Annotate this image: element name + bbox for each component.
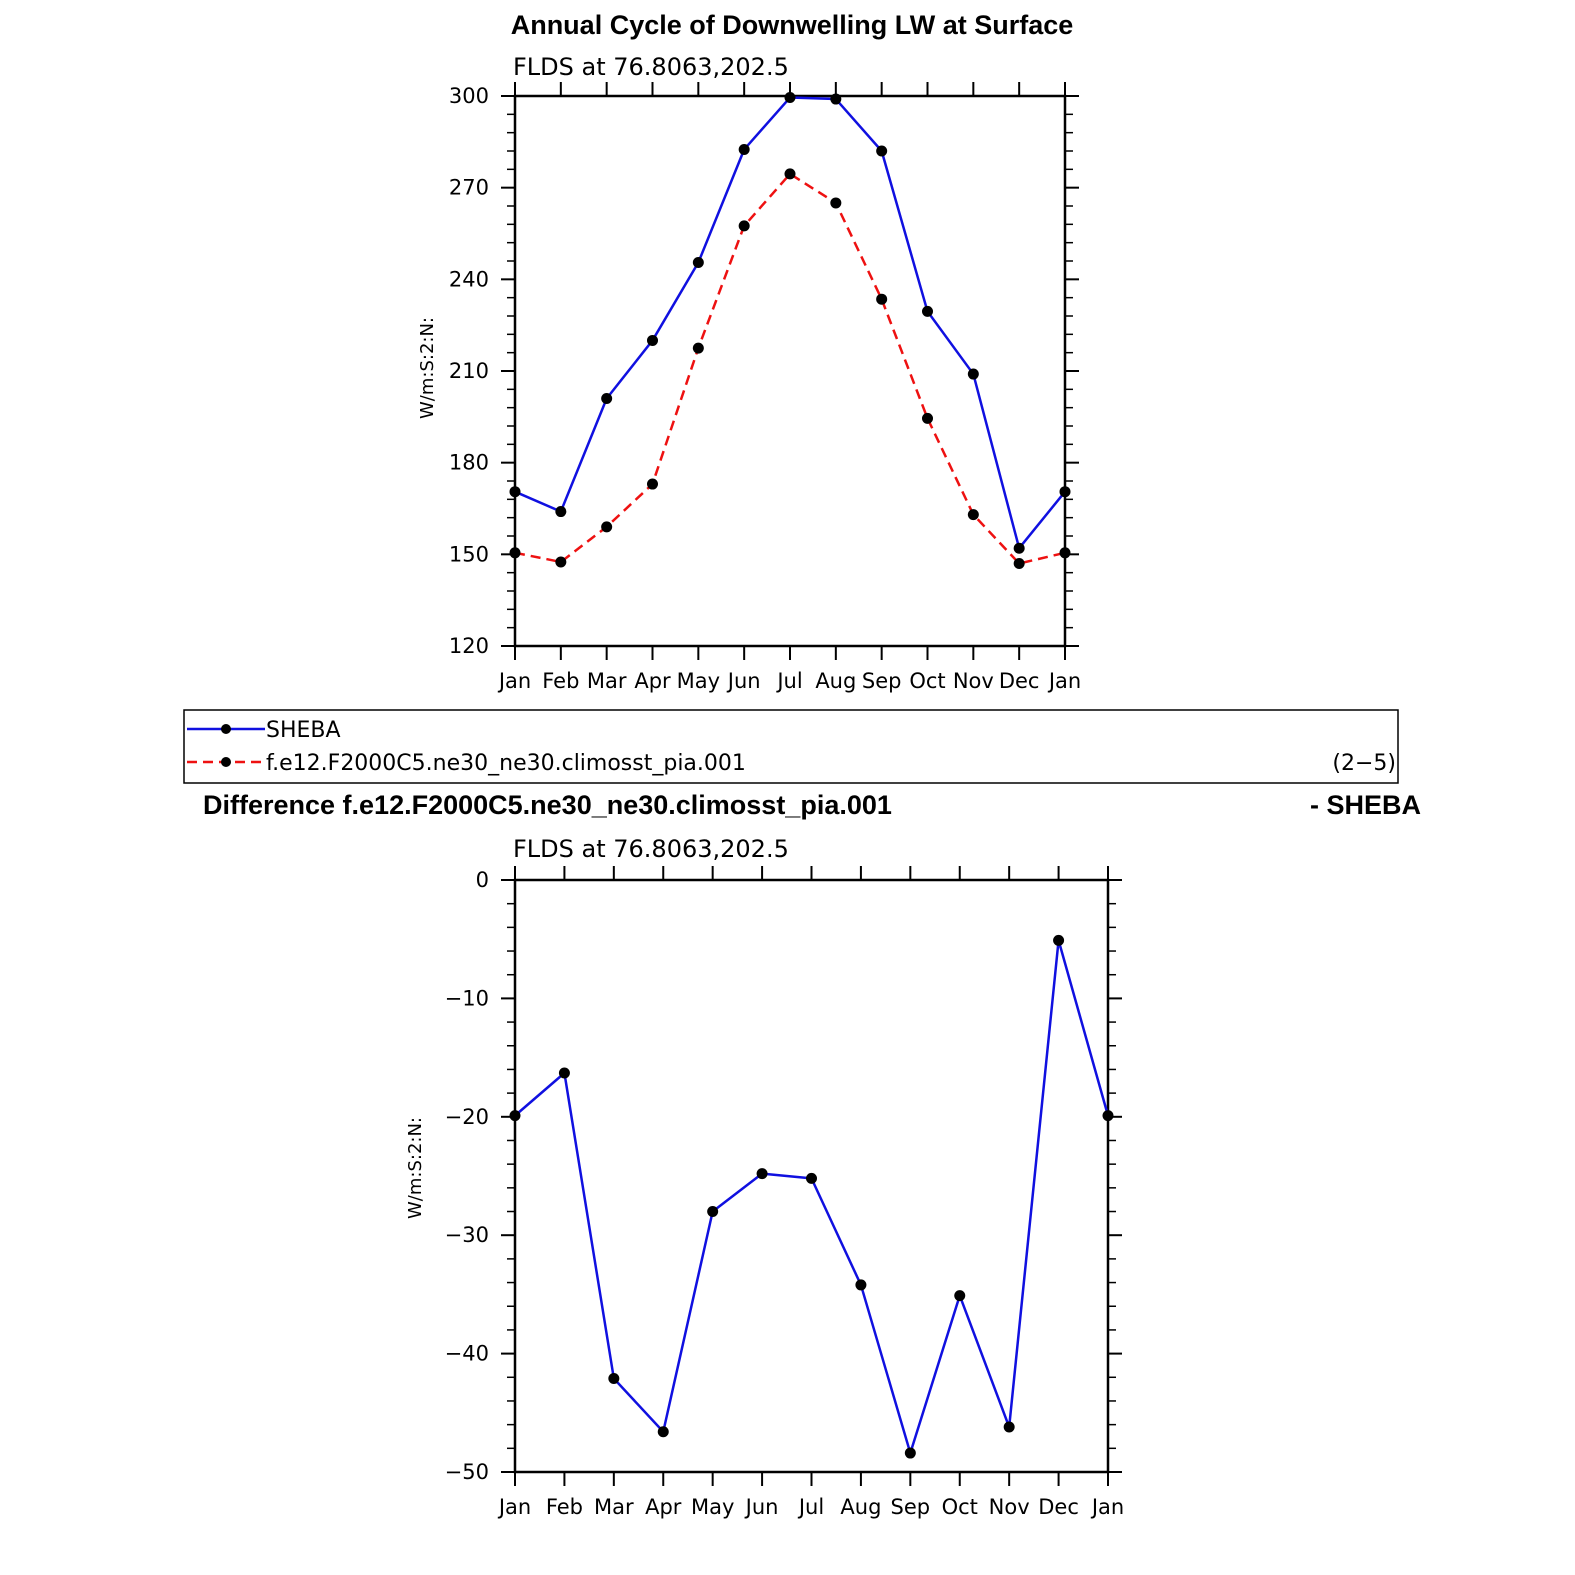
top-x-tick-label: Aug: [815, 669, 856, 693]
top-data-point: [922, 412, 933, 424]
top-plot-area: Jan Feb Mar Apr May Jun Jul Aug Sep Oct Nov Dec Jan 1…: [449, 82, 1081, 693]
top-data-point: [647, 334, 658, 346]
bottom-data-point: [1003, 1421, 1015, 1433]
top-y-tick-label: 180: [449, 451, 489, 475]
bottom-y-tick-label: −10: [445, 986, 489, 1010]
bottom-chart-title: Difference f.e12.F2000C5.ne30_ne30.climo…: [203, 790, 892, 820]
top-data-point: [692, 257, 704, 269]
bottom-x-tick-label: Nov: [989, 1495, 1030, 1519]
top-data-point: [1013, 558, 1025, 569]
top-x-tick-label: Feb: [542, 669, 579, 693]
top-y-tick-label: 240: [449, 267, 489, 291]
bottom-x-tick-label: Jul: [797, 1495, 824, 1519]
bottom-y-tick-label: −40: [445, 1342, 489, 1366]
top-data-point: [509, 547, 521, 559]
bottom-chart-title-suffix: - SHEBA: [1310, 790, 1421, 820]
bottom-data-point: [954, 1290, 966, 1302]
top-data-point: [509, 486, 521, 498]
top-data-point: [876, 145, 888, 157]
bottom-x-tick-label: Oct: [942, 1495, 978, 1519]
bottom-data-point: [756, 1168, 768, 1180]
bottom-y-tick-label: −20: [445, 1105, 489, 1129]
top-y-tick-label: 300: [449, 84, 489, 108]
bottom-x-tick-label: May: [691, 1495, 734, 1519]
top-x-tick-label: Jan: [497, 669, 531, 693]
bottom-x-tick-label: Sep: [891, 1495, 931, 1519]
bottom-data-point: [558, 1067, 570, 1079]
bottom-y-axis-label: W/m:S:2:N:: [405, 1117, 426, 1219]
top-x-tick-label: May: [677, 669, 720, 693]
top-data-point: [738, 143, 750, 155]
bottom-x-tick-label: Jan: [1090, 1495, 1124, 1519]
bottom-y-tick-label: −50: [445, 1460, 489, 1484]
top-x-tick-label: Jun: [726, 669, 761, 693]
top-y-tick-label: 210: [449, 359, 489, 383]
bottom-data-point: [657, 1426, 669, 1438]
bottom-data-point: [806, 1172, 817, 1184]
legend-label-sheba: SHEBA: [266, 718, 341, 743]
bottom-x-tick-label: Aug: [840, 1495, 881, 1519]
bottom-plot-area: Jan Feb Mar Apr May Jun Jul Aug Sep Oct Nov Dec Jan−…: [445, 866, 1124, 1519]
top-x-tick-label: Dec: [999, 669, 1040, 693]
bottom-x-tick-label: Dec: [1038, 1495, 1079, 1519]
bottom-data-point: [1053, 934, 1065, 946]
top-y-tick-label: 270: [449, 176, 489, 200]
top-data-point: [601, 521, 613, 533]
legend-label-model: f.e12.F2000C5.ne30_ne30.climosst_pia.001: [266, 751, 746, 776]
bottom-x-tick-label: Jan: [497, 1495, 531, 1519]
bottom-data-point: [707, 1206, 719, 1218]
bottom-data-point: [1102, 1110, 1114, 1122]
bottom-x-tick-label: Mar: [594, 1495, 634, 1519]
top-data-point: [967, 509, 979, 521]
top-x-tick-label: Apr: [634, 669, 671, 693]
bottom-x-tick-label: Feb: [546, 1495, 583, 1519]
bottom-data-point: [608, 1372, 620, 1384]
top-data-point: [1059, 486, 1071, 498]
bottom-data-point: [509, 1110, 521, 1122]
top-x-tick-label: Oct: [909, 669, 945, 693]
top-x-tick-label: Jan: [1047, 669, 1081, 693]
bottom-x-tick-label: Jun: [744, 1495, 779, 1519]
top-data-point: [830, 93, 842, 105]
top-x-tick-label: Jul: [775, 669, 802, 693]
top-y-axis-label: W/m:S:2:N:: [417, 317, 438, 419]
panel-note: (2−5): [1332, 751, 1396, 776]
top-data-point: [784, 92, 796, 104]
top-data-point: [784, 168, 796, 180]
top-data-point: [1059, 547, 1071, 559]
bottom-series-line-0: [514, 939, 1110, 1455]
top-data-point: [601, 393, 613, 404]
top-data-point: [738, 220, 750, 232]
bottom-data-point: [904, 1447, 916, 1459]
top-data-point: [830, 197, 842, 209]
bottom-y-tick-label: −30: [445, 1223, 489, 1247]
legend-marker-sheba: [221, 724, 231, 734]
top-x-tick-label: Sep: [862, 669, 902, 693]
bottom-y-tick-label: 0: [476, 868, 489, 892]
top-x-tick-label: Mar: [587, 669, 627, 693]
top-y-tick-label: 150: [449, 542, 489, 566]
bottom-x-tick-label: Apr: [645, 1495, 682, 1519]
top-chart-subtitle: FLDS at 76.8063,202.5: [513, 53, 789, 81]
top-data-point: [692, 342, 704, 354]
top-y-tick-label: 120: [449, 634, 489, 658]
top-data-point: [876, 293, 888, 305]
bottom-data-point: [855, 1279, 867, 1291]
top-chart-title: Annual Cycle of Downwelling LW at Surfac…: [511, 10, 1074, 40]
top-series-line-0: [514, 96, 1066, 550]
legend: SHEBA f.e12.F2000C5.ne30_ne30.climosst_p…: [183, 709, 1399, 784]
top-data-point: [647, 478, 658, 490]
legend-marker-model: [221, 757, 231, 767]
top-x-tick-label: Nov: [953, 669, 994, 693]
top-series-line-1: [514, 172, 1066, 565]
top-data-point: [967, 368, 979, 380]
top-data-point: [922, 305, 933, 317]
bottom-chart-subtitle: FLDS at 76.8063,202.5: [513, 835, 789, 863]
top-data-point: [555, 556, 567, 568]
legend-box: [183, 709, 1399, 784]
top-data-point: [555, 506, 567, 518]
top-data-point: [1013, 542, 1025, 554]
